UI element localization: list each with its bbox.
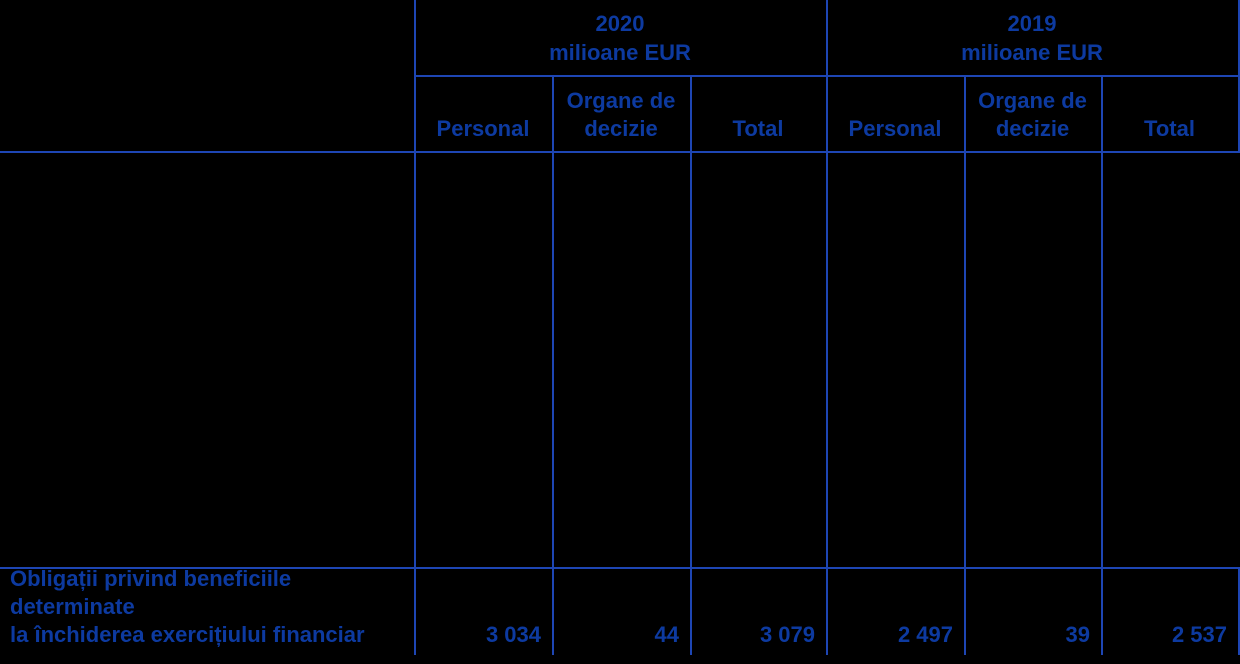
group-header-2020: 2020 milioane EUR <box>414 0 826 75</box>
grid-vline <box>552 75 554 151</box>
column-header-organe-2019: Organe de decizie <box>978 88 1087 141</box>
column-header-personal-2019: Personal <box>848 116 942 141</box>
value-personal-2020: 3 034 <box>485 622 541 647</box>
grid-vline <box>826 0 828 75</box>
grid-vline <box>1101 569 1103 655</box>
column-header-organe-2020: Organe de decizie <box>566 88 676 141</box>
row-label-obligations: Obligații privind beneficiile determinat… <box>0 566 414 655</box>
grid-hline-above-data-row <box>0 567 1240 569</box>
grid-vline <box>414 0 416 75</box>
grid-vline <box>552 569 554 655</box>
column-header-personal-2020: Personal <box>436 116 530 141</box>
group-unit: milioane EUR <box>549 39 691 65</box>
group-year: 2019 <box>1007 10 1057 36</box>
row-label-line1: Obligații privind beneficiile determinat… <box>10 566 292 619</box>
grid-vline <box>414 75 416 151</box>
grid-vline <box>414 153 416 567</box>
grid-vline <box>826 153 828 567</box>
grid-vline <box>1101 75 1103 151</box>
grid-vline <box>826 569 828 655</box>
grid-vline <box>1238 0 1240 75</box>
grid-vline <box>1101 153 1103 567</box>
value-organe-2020: 44 <box>654 622 679 647</box>
value-total-2020: 3 079 <box>759 622 815 647</box>
grid-vline <box>964 75 966 151</box>
grid-vline <box>414 569 416 655</box>
grid-hline-under-column-header <box>0 151 1240 153</box>
grid-vline <box>552 153 554 567</box>
grid-vline <box>690 153 692 567</box>
grid-vline <box>1238 75 1240 151</box>
grid-vline <box>826 75 828 151</box>
group-header-2019: 2019 milioane EUR <box>826 0 1238 75</box>
group-unit: milioane EUR <box>961 39 1103 65</box>
grid-vline <box>964 153 966 567</box>
value-personal-2019: 2 497 <box>897 622 953 647</box>
grid-vline <box>690 75 692 151</box>
grid-vline <box>1238 569 1240 655</box>
grid-vline <box>690 569 692 655</box>
group-year: 2020 <box>595 10 645 36</box>
row-label-line2: la închiderea exercițiului financiar <box>10 622 365 647</box>
grid-vline <box>964 569 966 655</box>
value-organe-2019: 39 <box>1065 622 1090 647</box>
column-header-total-2020: Total <box>732 116 784 141</box>
value-total-2019: 2 537 <box>1171 622 1227 647</box>
column-header-total-2019: Total <box>1144 116 1195 141</box>
